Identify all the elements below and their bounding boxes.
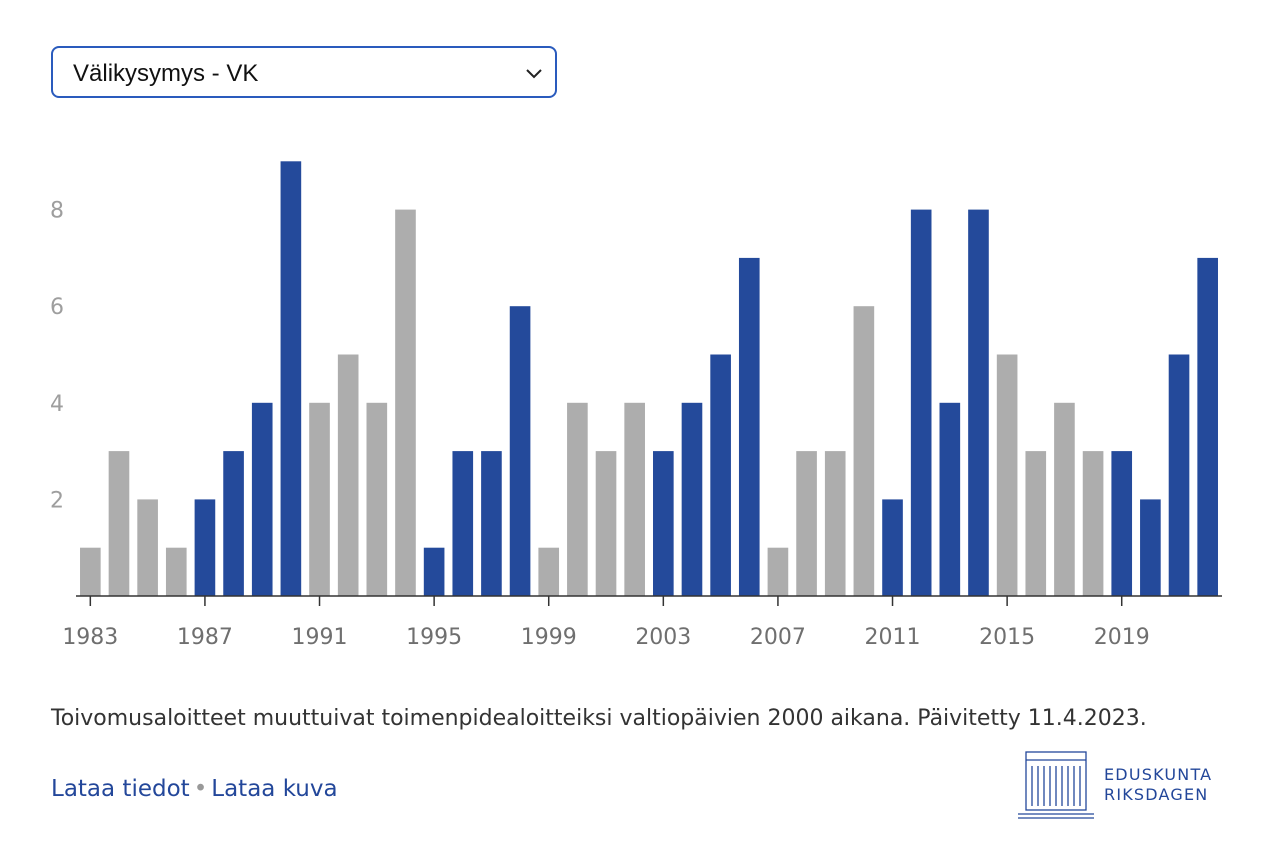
bar-2012 xyxy=(910,209,932,596)
x-tick-label: 1983 xyxy=(62,625,118,650)
bar-1996 xyxy=(452,451,474,596)
bar-1985 xyxy=(137,499,158,596)
bar-2004 xyxy=(681,402,703,596)
bar-1986 xyxy=(165,547,187,596)
bar-2018 xyxy=(1082,451,1104,596)
bar-2005 xyxy=(710,354,731,596)
bar-2008 xyxy=(796,451,817,596)
x-tick-label: 1991 xyxy=(292,625,348,650)
bar-1999 xyxy=(538,547,560,596)
bar-2003 xyxy=(653,451,674,596)
bar-2022 xyxy=(1197,257,1218,596)
x-tick-label: 1987 xyxy=(177,625,233,650)
bar-1984 xyxy=(108,451,130,596)
bar-1994 xyxy=(395,209,416,596)
y-tick-label: 2 xyxy=(50,488,64,513)
download-data-link[interactable]: Lataa tiedot xyxy=(51,776,190,802)
bar-2017 xyxy=(1054,402,1075,596)
bar-2006 xyxy=(738,257,760,596)
x-tick-label: 2015 xyxy=(979,625,1035,650)
bar-2011 xyxy=(882,499,903,596)
bar-1998 xyxy=(509,306,531,596)
bar-2021 xyxy=(1168,354,1190,596)
bar-1997 xyxy=(481,451,502,596)
parliament-building-icon xyxy=(1018,751,1094,819)
question-type-dropdown[interactable]: Välikysymys - VK xyxy=(51,46,557,98)
x-tick-label: 2011 xyxy=(865,625,921,650)
bar-chart: 2 4 6 8 1983 1987 1991 1995 1999 2003 2007 2011 201… xyxy=(50,161,1222,650)
bar-2019 xyxy=(1111,451,1133,596)
bar-2009 xyxy=(824,451,846,596)
bar-2020 xyxy=(1140,499,1161,596)
x-axis: 1983 1987 1991 1995 1999 2003 2007 2011 2015 2019 xyxy=(62,596,1150,650)
bar-2015 xyxy=(996,354,1018,596)
bars xyxy=(80,161,1218,597)
download-image-link[interactable]: Lataa kuva xyxy=(211,776,338,802)
bar-1992 xyxy=(337,354,359,596)
bar-2002 xyxy=(624,402,645,596)
y-axis: 2 4 6 8 xyxy=(50,199,64,514)
logo-line-2: RIKSDAGEN xyxy=(1104,785,1209,804)
bar-2013 xyxy=(939,402,961,596)
x-tick-label: 2007 xyxy=(750,625,806,650)
dropdown-selected-value: Välikysymys - VK xyxy=(73,60,259,87)
bar-1990 xyxy=(280,161,302,597)
x-tick-label: 1995 xyxy=(406,625,462,650)
x-tick-label: 2003 xyxy=(635,625,691,650)
chart-note: Toivomusaloitteet muuttuivat toimenpidea… xyxy=(51,706,1147,731)
bar-1993 xyxy=(366,402,388,596)
bar-2001 xyxy=(595,451,617,596)
bar-1988 xyxy=(223,451,244,596)
bar-2007 xyxy=(767,547,789,596)
x-tick-label: 1999 xyxy=(521,625,577,650)
x-tick-label: 2019 xyxy=(1094,625,1150,650)
logo-line-1: EDUSKUNTA xyxy=(1104,765,1213,784)
y-tick-label: 4 xyxy=(50,392,64,417)
bar-1991 xyxy=(309,402,330,596)
bar-2010 xyxy=(853,306,875,596)
y-tick-label: 6 xyxy=(50,295,64,320)
bar-1987 xyxy=(194,499,216,596)
link-separator: • xyxy=(193,776,208,802)
bar-2000 xyxy=(567,402,588,596)
bar-2014 xyxy=(968,209,989,596)
bar-1995 xyxy=(423,547,445,596)
bar-1983 xyxy=(80,547,101,596)
bar-2016 xyxy=(1025,451,1047,596)
chevron-down-icon xyxy=(526,69,542,79)
bar-1989 xyxy=(251,402,273,596)
y-tick-label: 8 xyxy=(50,199,64,224)
download-links: Lataa tiedot • Lataa kuva xyxy=(51,776,338,802)
